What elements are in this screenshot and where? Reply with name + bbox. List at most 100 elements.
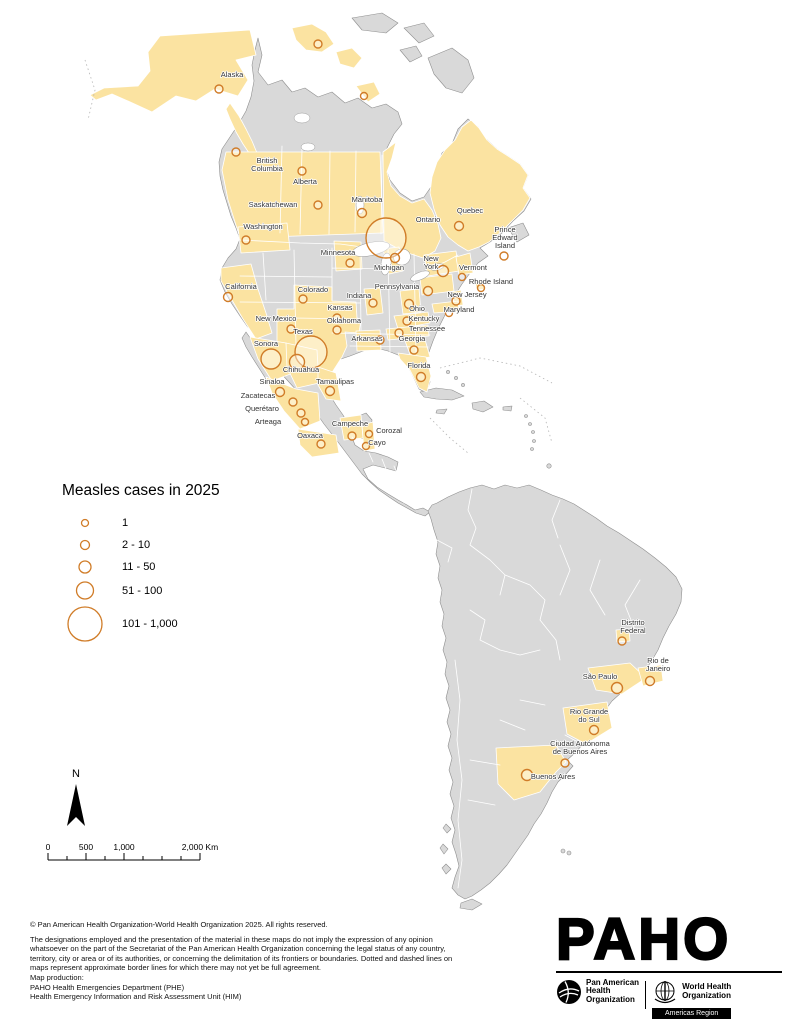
bahamas-3	[461, 383, 465, 387]
scale-bar-label: 500	[79, 842, 93, 852]
case-circle	[345, 258, 355, 268]
case-circle	[402, 316, 412, 326]
map-label: Maryland	[444, 305, 475, 314]
legend-symbol	[62, 556, 108, 578]
disclaimer-line: The designations employed and the presen…	[30, 934, 433, 944]
case-circle	[332, 313, 342, 323]
case-circle	[364, 429, 374, 439]
rio-de-janeiro-state	[637, 664, 664, 687]
legend: Measles cases in 2025 1 2 - 10 11 - 50 51 -…	[62, 482, 220, 645]
belize-region	[361, 421, 376, 452]
case-circle	[260, 348, 282, 370]
case-circle	[476, 283, 486, 293]
great-bear-lake	[293, 112, 311, 124]
case-circle	[394, 328, 404, 338]
disclaimer-line: maps represent approximate border lines …	[30, 963, 321, 973]
case-circle	[560, 758, 570, 768]
arctic-island-2	[335, 47, 363, 69]
case-circle	[347, 431, 357, 441]
cuba	[419, 387, 465, 401]
legend-symbol	[62, 578, 108, 603]
quebec-region	[429, 119, 531, 252]
case-circle	[375, 335, 385, 345]
map-label: Oklahoma	[327, 316, 362, 325]
case-circle	[644, 675, 656, 687]
map-label: São Paulo	[583, 672, 618, 681]
case-circle	[316, 439, 326, 449]
case-circle	[403, 298, 415, 310]
antilles-3	[531, 430, 535, 434]
case-circle	[300, 417, 310, 427]
case-circle	[288, 353, 306, 371]
arctic-island-4	[403, 22, 435, 44]
case-circle	[313, 200, 323, 210]
newfoundland	[507, 222, 530, 243]
tierra-del-fuego	[459, 898, 483, 911]
map-label: Arteaga	[255, 417, 282, 426]
south-america-borders	[436, 488, 641, 889]
who-emblem-icon	[654, 980, 676, 1003]
legend-item: 101 - 1,000	[62, 603, 220, 645]
logo-divider-rule	[556, 971, 782, 973]
case-circle	[313, 39, 323, 49]
disclaimer-line: territory, city or area or of its author…	[30, 953, 453, 963]
legend-symbol	[62, 534, 108, 556]
case-circle	[294, 335, 328, 369]
chilean-isle-2	[439, 843, 449, 855]
map-label: Colorado	[298, 285, 328, 294]
legend-circle	[67, 606, 103, 642]
map-label: Rhode Island	[469, 277, 513, 286]
legend-items: 1 2 - 10 11 - 50 51 - 100 101 - 1,000	[62, 512, 220, 645]
map-label: Querétaro	[245, 404, 279, 413]
maryland-state	[431, 300, 460, 314]
legend-label: 11 - 50	[122, 561, 156, 573]
map-label: Buenos Aires	[531, 772, 575, 781]
central-america-borders	[351, 436, 409, 504]
map-label: Tamaulipas	[316, 377, 354, 386]
case-circle	[457, 272, 467, 282]
case-circle	[436, 264, 450, 278]
scale-bar-label: 0	[46, 842, 51, 852]
lake-erie	[410, 270, 430, 282]
maritime-line-caribbean-1	[439, 357, 553, 384]
maritime-line-caribbean-2	[519, 397, 553, 444]
legend-circle	[75, 581, 95, 600]
case-circle	[332, 325, 342, 335]
rio-grande-do-sul-state	[562, 701, 613, 745]
map-label: Prince Edward Island	[492, 225, 517, 250]
arctic-island-1	[291, 23, 335, 53]
map-label: Campeche	[332, 419, 368, 428]
who-name-line: World Health	[682, 981, 732, 991]
hispaniola	[471, 400, 494, 413]
case-circles-layer	[214, 39, 656, 782]
map-label: Corozal	[376, 426, 402, 435]
bahamas-2	[454, 376, 458, 380]
map-label: Quebec	[457, 206, 484, 215]
case-circle	[409, 345, 419, 355]
case-circle	[444, 308, 454, 318]
bahamas-1	[446, 370, 450, 374]
who-lockup-column: World Health Organization Americas Regio…	[652, 979, 732, 1019]
disclaimer-line: whatsoever on the part of the Secretaria…	[30, 944, 446, 954]
map-label: New Jersey	[447, 290, 486, 299]
map-label: Texas	[293, 327, 313, 336]
legend-item: 1	[62, 512, 220, 534]
legend-label: 101 - 1,000	[122, 618, 178, 630]
case-circle	[298, 294, 308, 304]
paho-name-line: Organization	[586, 994, 635, 1004]
case-circle	[288, 397, 298, 407]
map-label: New Mexico	[256, 314, 297, 323]
case-circle	[274, 386, 286, 398]
case-circle	[610, 681, 624, 695]
case-circle	[296, 408, 306, 418]
legend-circle	[79, 539, 91, 551]
legend-circle	[80, 518, 90, 528]
landmass-layer	[89, 12, 683, 911]
case-circle	[361, 441, 371, 451]
maritime-lines-layer	[84, 59, 553, 454]
paho-name-line: Health	[586, 986, 611, 996]
baffin-island	[427, 47, 475, 94]
vermont-state	[455, 252, 474, 276]
legend-title: Measles cases in 2025	[62, 482, 220, 499]
north-label: N	[72, 768, 80, 780]
